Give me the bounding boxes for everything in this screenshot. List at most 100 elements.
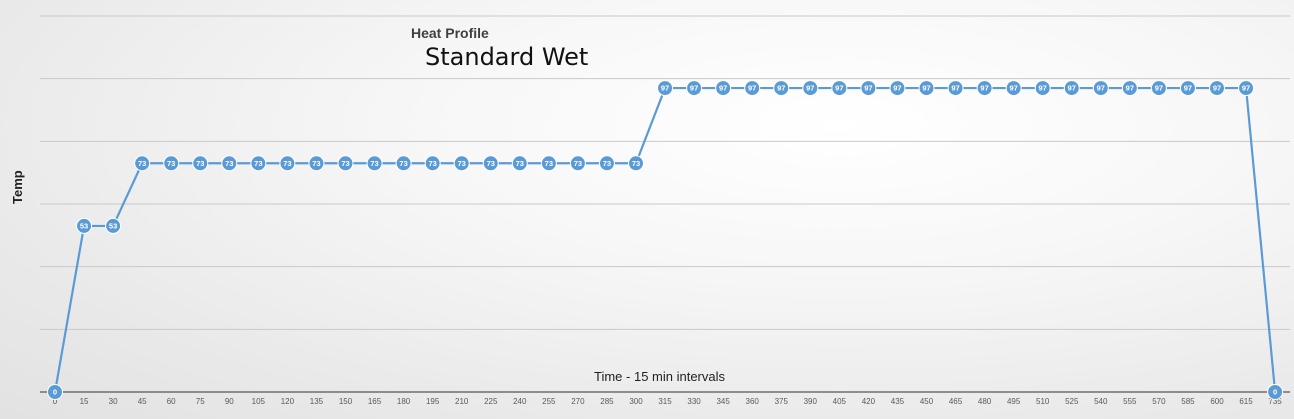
x-tick-label: 495 [1007,397,1021,406]
data-label: 97 [1068,84,1076,93]
data-label: 97 [719,84,727,93]
data-label: 97 [690,84,698,93]
data-label: 73 [487,159,495,168]
x-tick-label: 210 [455,397,469,406]
x-tick-label: 60 [167,397,176,406]
data-point [598,155,615,172]
data-label: 73 [603,159,611,168]
data-label: 73 [283,159,291,168]
data-label: 97 [661,84,669,93]
data-label: 97 [980,84,988,93]
data-point [424,155,441,172]
data-point [918,80,935,97]
data-point [1121,80,1138,97]
data-label: 97 [1097,84,1105,93]
x-tick-label: 285 [600,397,614,406]
data-point [308,155,325,172]
x-tick-label: 120 [281,397,295,406]
data-point [366,155,383,172]
chart-title: Standard Wet [425,43,589,71]
data-point [540,155,557,172]
data-point [47,384,63,400]
x-tick-label: 255 [542,397,556,406]
data-label: 97 [1009,84,1017,93]
data-label: 97 [835,84,843,93]
data-point [1150,80,1167,97]
data-point [744,80,761,97]
data-label: 73 [341,159,349,168]
x-tick-label: 540 [1094,397,1108,406]
data-point [1005,80,1022,97]
x-tick-label: 300 [629,397,643,406]
x-tick-label: 375 [775,397,789,406]
x-tick-label: 390 [804,397,818,406]
x-tick-label: 480 [978,397,992,406]
data-point [453,155,470,172]
x-tick-label: 180 [397,397,411,406]
x-tick-label: 0 [53,397,58,406]
x-tick-label: 360 [746,397,760,406]
data-point [569,155,586,172]
data-point [163,155,180,172]
data-label: 97 [1213,84,1221,93]
data-point [1092,80,1109,97]
x-tick-label: 330 [687,397,701,406]
data-point [221,155,238,172]
data-label: 97 [1155,84,1163,93]
data-point [511,155,528,172]
data-label: 73 [516,159,524,168]
data-point [802,80,819,97]
data-point [1209,80,1225,97]
data-label: 0 [53,388,57,397]
data-point [76,217,93,234]
data-point [105,217,122,234]
data-label: 97 [1242,84,1250,93]
x-tick-label: 15 [80,397,89,406]
data-label: 97 [893,84,901,93]
data-label: 73 [574,159,582,168]
data-label: 73 [458,159,466,168]
data-point [337,155,354,172]
data-point [860,80,877,97]
data-point [976,80,993,97]
data-label: 73 [138,159,146,168]
data-label: 73 [312,159,320,168]
data-label: 73 [196,159,204,168]
data-label: 73 [370,159,378,168]
data-label: 73 [428,159,436,168]
data-label: 97 [1039,84,1047,93]
data-point [1179,80,1196,97]
data-point [279,155,296,172]
x-tick-label: 405 [833,397,847,406]
data-point [134,155,151,172]
data-point [686,80,703,97]
data-point [947,80,964,97]
x-tick-label: 45 [138,397,147,406]
data-label: 73 [545,159,553,168]
data-point [831,80,848,97]
data-label: 73 [399,159,407,168]
data-point [715,80,732,97]
x-tick-label: 510 [1036,397,1050,406]
x-tick-label: 420 [862,397,876,406]
data-label: 53 [80,222,88,231]
data-point [1267,384,1284,400]
x-tick-label: 465 [949,397,963,406]
x-tick-label: 735 [1268,397,1282,406]
data-label: 97 [922,84,930,93]
x-axis-label: Time - 15 min intervals [594,369,725,384]
data-label: 97 [748,84,756,93]
x-tick-label: 30 [109,397,118,406]
x-tick-label: 615 [1239,397,1253,406]
data-point [657,80,674,97]
x-tick-label: 450 [920,397,934,406]
data-point [395,155,412,172]
y-axis-label: Temp [10,170,25,204]
x-tick-label: 90 [225,397,234,406]
x-tick-label: 105 [252,397,266,406]
data-point [1034,80,1051,97]
data-label: 53 [109,222,117,231]
x-tick-label: 225 [484,397,498,406]
